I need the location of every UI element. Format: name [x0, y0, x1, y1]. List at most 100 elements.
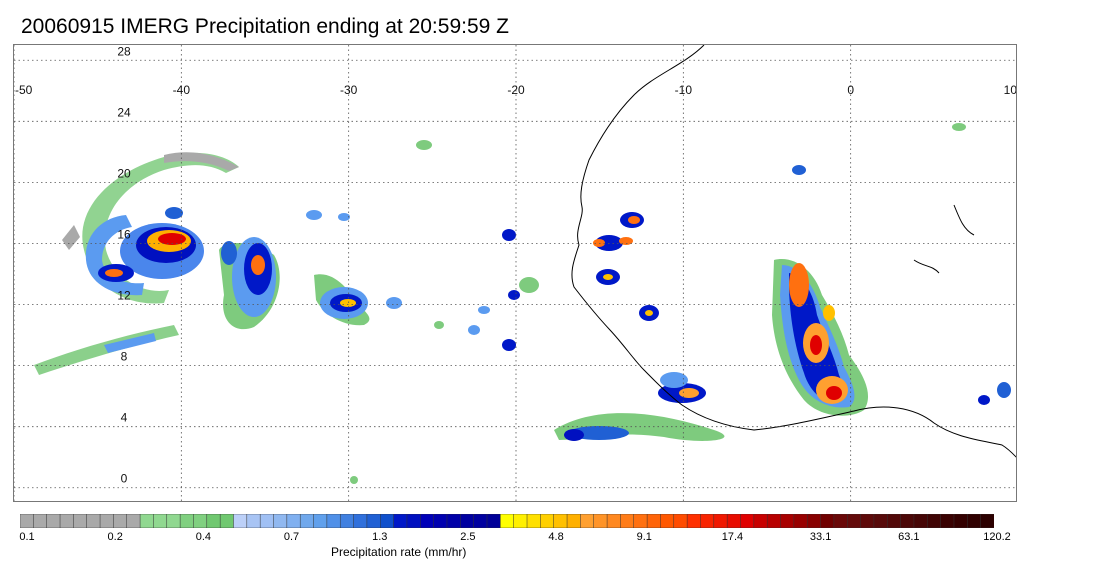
colorbar-swatch: [193, 514, 208, 528]
lon-tick-label: -20: [507, 83, 525, 97]
map-title: 20060915 IMERG Precipitation ending at 2…: [21, 15, 509, 38]
colorbar-swatch: [33, 514, 48, 528]
colorbar-swatch: [967, 514, 982, 528]
colorbar-swatch: [620, 514, 635, 528]
storm-spiral: [62, 152, 239, 304]
convective-complex: [772, 259, 869, 416]
lat-lon-grid: [14, 45, 1016, 501]
colorbar-swatch: [673, 514, 688, 528]
colorbar-swatch: [380, 514, 395, 528]
axis-labels: -50 -40 -30 -20 -10 0 10 0 4 8 12 16 20 24 28: [15, 45, 1017, 486]
colorbar-swatch: [126, 514, 141, 528]
colorbar-swatch: [99, 514, 114, 528]
lat-tick-label: 4: [121, 411, 128, 425]
colorbar-tick-label: 9.1: [636, 531, 652, 543]
cluster-31w: [314, 274, 370, 326]
colorbar-swatch: [806, 514, 822, 528]
colorbar-swatch: [20, 514, 34, 528]
colorbar-swatch: [846, 514, 862, 528]
colorbar-tick-label: 17.4: [721, 531, 744, 543]
colorbar-swatch: [273, 514, 288, 528]
colorbar-title: Precipitation rate (mm/hr): [331, 545, 467, 559]
colorbar-swatch: [393, 514, 408, 528]
colorbar-swatch: [553, 514, 568, 528]
colorbar-tick-label: 0.2: [107, 531, 123, 543]
colorbar-swatch: [860, 514, 875, 528]
colorbar-swatch: [153, 514, 168, 528]
cluster-38w: [219, 237, 280, 330]
colorbar-swatch: [526, 514, 541, 528]
colorbar-tick-label: 33.1: [809, 531, 832, 543]
colorbar-swatch: [339, 514, 355, 528]
colorbar-swatch: [646, 514, 661, 528]
colorbar-swatch: [113, 514, 128, 528]
colorbar-swatch: [540, 514, 555, 528]
colorbar-swatch: [299, 514, 315, 528]
colorbar-swatch: [179, 514, 195, 528]
colorbar-swatch: [500, 514, 515, 528]
colorbar-tick-label: 4.8: [548, 531, 564, 543]
colorbar-swatch: [740, 514, 755, 528]
colorbar-swatch: [46, 514, 61, 528]
lat-tick-label: 16: [117, 227, 131, 241]
colorbar-tick-label: 1.3: [372, 531, 388, 543]
colorbar-tick-label: 0.1: [19, 531, 35, 543]
lat-tick-label: 0: [121, 472, 128, 486]
colorbar-swatch: [580, 514, 595, 528]
scattered-cells: [306, 123, 1011, 484]
coastline-layer: [571, 45, 1016, 458]
colorbar-swatch: [313, 514, 328, 528]
colorbar-swatch: [713, 514, 728, 528]
colorbar-swatch: [406, 514, 421, 528]
colorbar-swatch: [940, 514, 955, 528]
coastal-clusters: [554, 212, 725, 441]
lat-tick-label: 28: [117, 45, 131, 58]
colorbar-swatch: [166, 514, 181, 528]
lat-tick-label: 20: [117, 166, 131, 180]
precipitation-map[interactable]: -50 -40 -30 -20 -10 0 10 0 4 8 12 16 20 24 28: [13, 44, 1017, 502]
colorbar-swatch: [780, 514, 795, 528]
colorbar-swatch: [139, 514, 154, 528]
colorbar-swatch: [726, 514, 742, 528]
lon-tick-label: 0: [847, 83, 854, 97]
colorbar-swatch: [460, 514, 475, 528]
colorbar-swatch: [606, 514, 621, 528]
colorbar-swatch: [593, 514, 608, 528]
lat-tick-label: 24: [117, 105, 131, 119]
lon-tick-label: -50: [15, 83, 33, 97]
colorbar-swatch: [286, 514, 301, 528]
colorbar-swatch: [927, 514, 942, 528]
colorbar-swatch: [513, 514, 528, 528]
lon-tick-label: -30: [340, 83, 358, 97]
colorbar-swatch: [353, 514, 368, 528]
colorbar-swatch: [246, 514, 261, 528]
colorbar-swatch: [793, 514, 808, 528]
lon-tick-label: -10: [675, 83, 693, 97]
lon-tick-label: 10: [1004, 83, 1017, 97]
colorbar-swatch: [873, 514, 888, 528]
map-canvas: -50 -40 -30 -20 -10 0 10 0 4 8 12 16 20 24 28: [14, 45, 1017, 501]
colorbar-swatch: [73, 514, 88, 528]
colorbar-swatch: [766, 514, 782, 528]
colorbar-swatch: [233, 514, 248, 528]
precipitation-colorbar: [20, 514, 994, 528]
colorbar-swatch: [633, 514, 648, 528]
colorbar-swatch: [206, 514, 221, 528]
colorbar-tick-label: 0.7: [283, 531, 300, 543]
colorbar-swatch: [833, 514, 848, 528]
colorbar-swatch: [86, 514, 101, 528]
lat-tick-label: 8: [121, 350, 128, 364]
colorbar-swatch: [980, 514, 994, 528]
colorbar-swatch: [259, 514, 275, 528]
colorbar-swatch: [660, 514, 675, 528]
colorbar-swatch: [700, 514, 715, 528]
colorbar-swatch: [566, 514, 581, 528]
colorbar-swatch: [820, 514, 835, 528]
colorbar-swatch: [900, 514, 915, 528]
colorbar-swatch: [913, 514, 928, 528]
colorbar-swatch: [486, 514, 501, 528]
colorbar-swatch: [753, 514, 768, 528]
colorbar-swatch: [59, 514, 74, 528]
colorbar-swatch: [433, 514, 448, 528]
colorbar-swatch: [686, 514, 702, 528]
